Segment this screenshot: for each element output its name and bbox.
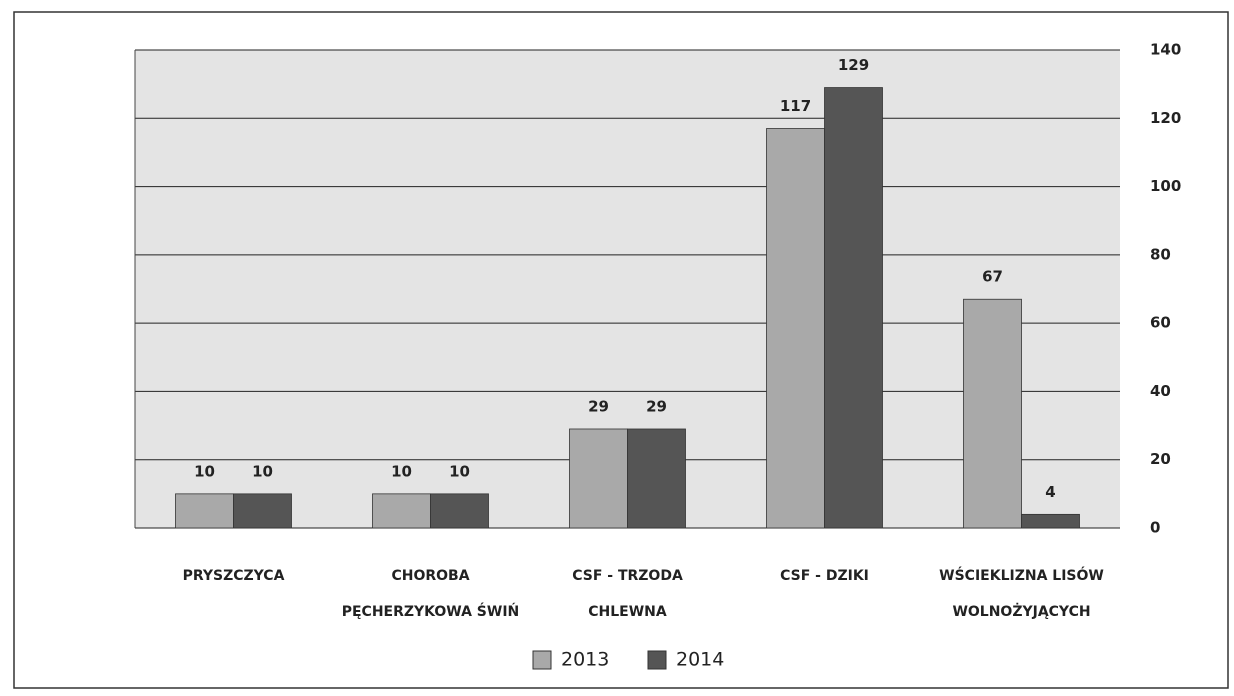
- data-label: 10: [252, 462, 273, 480]
- y-tick-label: 120: [1150, 109, 1181, 127]
- bar: [766, 128, 825, 529]
- x-tick-label: PRYSZCZYCA: [182, 568, 285, 584]
- y-tick-label: 20: [1150, 450, 1171, 468]
- bar: [1021, 513, 1080, 529]
- data-label: 10: [194, 462, 215, 480]
- bar: [233, 493, 292, 529]
- bar: [430, 493, 489, 529]
- data-label: 10: [391, 462, 412, 480]
- data-label: 10: [449, 462, 470, 480]
- bar: [569, 428, 628, 529]
- legend-swatch: [532, 650, 552, 670]
- y-tick-label: 80: [1150, 245, 1171, 263]
- data-label: 117: [780, 97, 811, 115]
- y-tick-label: 60: [1150, 314, 1171, 332]
- legend-swatch: [647, 650, 667, 670]
- y-tick-label: 0: [1150, 519, 1160, 537]
- bar: [963, 298, 1022, 529]
- bar: [372, 493, 431, 529]
- x-tick-label: WŚCIEKLIZNA LISÓW WOLNOŻYJĄCYCH: [939, 568, 1104, 620]
- y-tick-label: 100: [1150, 177, 1181, 195]
- legend-label: 2013: [561, 649, 609, 671]
- bar: [175, 493, 234, 529]
- data-label: 4: [1045, 483, 1055, 501]
- bar: [627, 428, 686, 529]
- data-label: 67: [982, 268, 1003, 286]
- data-label: 29: [646, 397, 667, 415]
- x-tick-label: CSF - DZIKI: [780, 568, 869, 584]
- frame: [13, 11, 1229, 689]
- data-label: 129: [838, 56, 869, 74]
- y-tick-label: 40: [1150, 382, 1171, 400]
- x-tick-label: CSF - TRZODA CHLEWNA: [572, 568, 683, 620]
- bar: [824, 87, 883, 529]
- y-tick-label: 140: [1150, 41, 1181, 59]
- x-tick-label: CHOROBA PĘCHERZYKOWA ŚWIŃ: [341, 568, 520, 620]
- data-label: 29: [588, 397, 609, 415]
- legend-label: 2014: [676, 649, 724, 671]
